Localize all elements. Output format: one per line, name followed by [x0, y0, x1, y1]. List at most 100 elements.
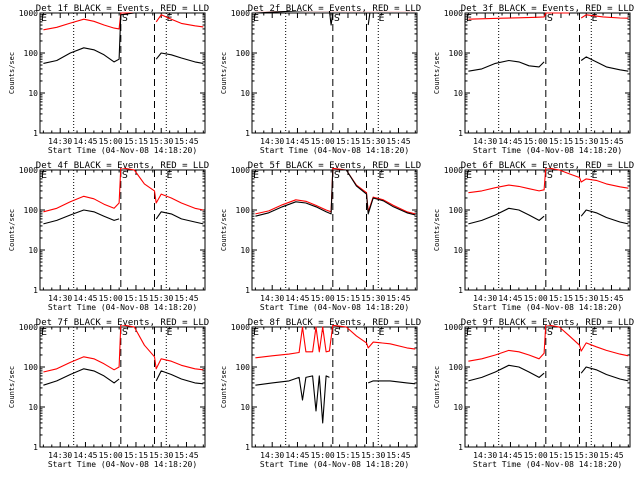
x-tick-label: 15:00 — [524, 294, 548, 303]
end-marker-label: E — [591, 170, 597, 181]
end-marker-label: E — [591, 327, 597, 338]
x-tick-label: 14:30 — [473, 294, 497, 303]
x-tick-label: 15:45 — [599, 451, 623, 460]
panel-title: Det 1f BLACK = Events, RED = LLD — [36, 4, 209, 14]
events-series-line — [255, 169, 416, 217]
lld-series-line — [468, 12, 629, 20]
panel-title: Det 2f BLACK = Events, RED = LLD — [248, 4, 421, 14]
panel-title: Det 6f BLACK = Events, RED = LLD — [461, 161, 634, 171]
x-tick-label: 14:45 — [73, 294, 97, 303]
events-series-line — [255, 375, 416, 424]
lld-series-line — [43, 325, 204, 373]
panel-title: Det 3f BLACK = Events, RED = LLD — [461, 4, 634, 14]
left-edge-marker-label: E — [253, 13, 259, 24]
start-marker-label: S — [334, 13, 340, 24]
x-tick-label: 15:45 — [386, 294, 410, 303]
x-tick-label: 15:30 — [361, 451, 385, 460]
left-edge-marker-label: E — [466, 170, 472, 181]
events-series-line — [468, 56, 629, 72]
x-tick-label: 15:45 — [174, 137, 198, 146]
x-axis-title: Start Time (04-Nov-08 14:18:20) — [48, 146, 197, 155]
x-tick-label: 14:45 — [285, 451, 309, 460]
y-tick-label: 1 — [33, 443, 38, 452]
y-tick-label: 100 — [449, 363, 464, 372]
x-tick-label: 14:30 — [260, 294, 284, 303]
left-edge-marker-label: E — [41, 13, 47, 24]
plot-frame — [464, 326, 631, 448]
x-tick-label: 14:45 — [285, 294, 309, 303]
x-axis-title: Start Time (04-Nov-08 14:18:20) — [48, 303, 197, 312]
left-edge-marker-label: E — [253, 327, 259, 338]
x-tick-label: 14:45 — [498, 294, 522, 303]
events-series-line — [468, 364, 629, 382]
lld-series-line — [43, 168, 204, 213]
y-tick-label: 1000 — [231, 323, 250, 332]
panel-det-8: Det 8f BLACK = Events, RED = LLD 1 10 100 10… — [220, 318, 421, 469]
plot-frame — [39, 169, 206, 291]
left-edge-marker-label: E — [253, 170, 259, 181]
y-axis-title: Counts/sec — [220, 209, 228, 251]
y-axis-title: Counts/sec — [433, 209, 441, 251]
x-tick-label: 15:30 — [361, 294, 385, 303]
start-marker-label: S — [334, 327, 340, 338]
x-tick-label: 14:45 — [498, 451, 522, 460]
y-tick-label: 10 — [240, 246, 250, 255]
y-tick-label: 1000 — [231, 166, 250, 175]
end-marker-label: E — [166, 327, 172, 338]
start-marker-label: S — [122, 13, 128, 24]
x-tick-label: 15:30 — [149, 137, 173, 146]
lld-series-line — [43, 12, 204, 31]
x-tick-label: 15:00 — [524, 451, 548, 460]
events-series-line — [43, 368, 204, 386]
panel-det-7: Det 7f BLACK = Events, RED = LLD 1 10 100 10… — [8, 318, 209, 469]
x-tick-label: 15:45 — [599, 137, 623, 146]
y-tick-label: 10 — [240, 89, 250, 98]
y-tick-label: 100 — [24, 49, 39, 58]
x-tick-label: 15:45 — [174, 451, 198, 460]
end-marker-label: E — [378, 13, 384, 24]
y-axis-title: Counts/sec — [8, 209, 16, 251]
y-tick-label: 100 — [24, 206, 39, 215]
events-series-line — [255, 11, 416, 26]
end-marker-label: E — [378, 327, 384, 338]
y-tick-label: 1 — [245, 286, 250, 295]
x-tick-label: 15:00 — [524, 137, 548, 146]
panel-det-9: Det 9f BLACK = Events, RED = LLD 1 10 100 10… — [433, 318, 634, 469]
y-tick-label: 1 — [33, 129, 38, 138]
y-tick-label: 100 — [236, 206, 251, 215]
x-axis-title: Start Time (04-Nov-08 14:18:20) — [260, 460, 409, 469]
x-tick-label: 14:30 — [48, 294, 72, 303]
x-tick-label: 15:30 — [574, 451, 598, 460]
x-tick-label: 15:15 — [549, 294, 573, 303]
panel-det-4: Det 4f BLACK = Events, RED = LLD 1 10 100 10… — [8, 161, 209, 312]
panel-det-5: Det 5f BLACK = Events, RED = LLD 1 10 100 10… — [220, 161, 421, 312]
lld-series-line — [255, 325, 416, 359]
left-edge-marker-label: E — [466, 327, 472, 338]
plot-frame — [251, 326, 418, 448]
panel-det-2: Det 2f BLACK = Events, RED = LLD 1 10 100 10… — [220, 4, 421, 155]
y-tick-label: 1000 — [19, 166, 38, 175]
plot-frame — [251, 169, 418, 291]
y-axis-title: Counts/sec — [8, 366, 16, 408]
x-tick-label: 15:00 — [99, 294, 123, 303]
y-tick-label: 1 — [33, 286, 38, 295]
x-tick-label: 15:00 — [99, 451, 123, 460]
x-tick-label: 15:30 — [361, 137, 385, 146]
x-tick-label: 14:30 — [48, 137, 72, 146]
x-tick-label: 15:15 — [124, 137, 148, 146]
x-tick-label: 14:30 — [48, 451, 72, 460]
end-marker-label: E — [591, 13, 597, 24]
panel-title: Det 5f BLACK = Events, RED = LLD — [248, 161, 421, 171]
x-tick-label: 15:30 — [574, 137, 598, 146]
x-tick-label: 15:15 — [549, 451, 573, 460]
left-edge-marker-label: E — [41, 170, 47, 181]
end-marker-label: E — [378, 170, 384, 181]
x-tick-label: 15:30 — [574, 294, 598, 303]
start-marker-label: S — [334, 170, 340, 181]
x-tick-label: 15:45 — [386, 137, 410, 146]
y-tick-label: 1000 — [444, 323, 463, 332]
x-tick-label: 15:00 — [99, 137, 123, 146]
x-tick-label: 14:45 — [285, 137, 309, 146]
x-axis-title: Start Time (04-Nov-08 14:18:20) — [473, 303, 622, 312]
